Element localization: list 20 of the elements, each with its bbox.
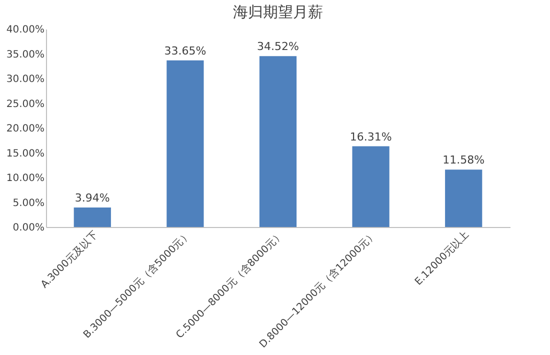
y-tick-label: 20.00%	[6, 124, 44, 134]
data-label: 33.65%	[164, 44, 206, 58]
y-tick-label: 5.00%	[12, 198, 44, 209]
bar	[166, 60, 204, 227]
bar	[74, 207, 111, 227]
data-label: 3.94%	[74, 191, 110, 204]
y-tick-label: 30.00%	[6, 74, 44, 85]
bar	[352, 146, 390, 227]
y-tick-label: 10.00%	[6, 173, 44, 184]
y-tick-label: 25.00%	[6, 98, 44, 110]
y-tick-label: 15.00%	[6, 148, 44, 160]
chart-title: 海归期望月薪	[233, 3, 323, 21]
y-tick-label: 0.00%	[12, 222, 44, 234]
bar	[445, 170, 482, 227]
bar	[259, 56, 297, 227]
data-label: 16.31%	[350, 130, 392, 144]
data-label: 11.58%	[442, 154, 485, 167]
y-tick-label: 40.00%	[6, 24, 44, 36]
y-tick-label: 35.00%	[6, 49, 44, 60]
data-label: 34.52%	[257, 40, 299, 54]
